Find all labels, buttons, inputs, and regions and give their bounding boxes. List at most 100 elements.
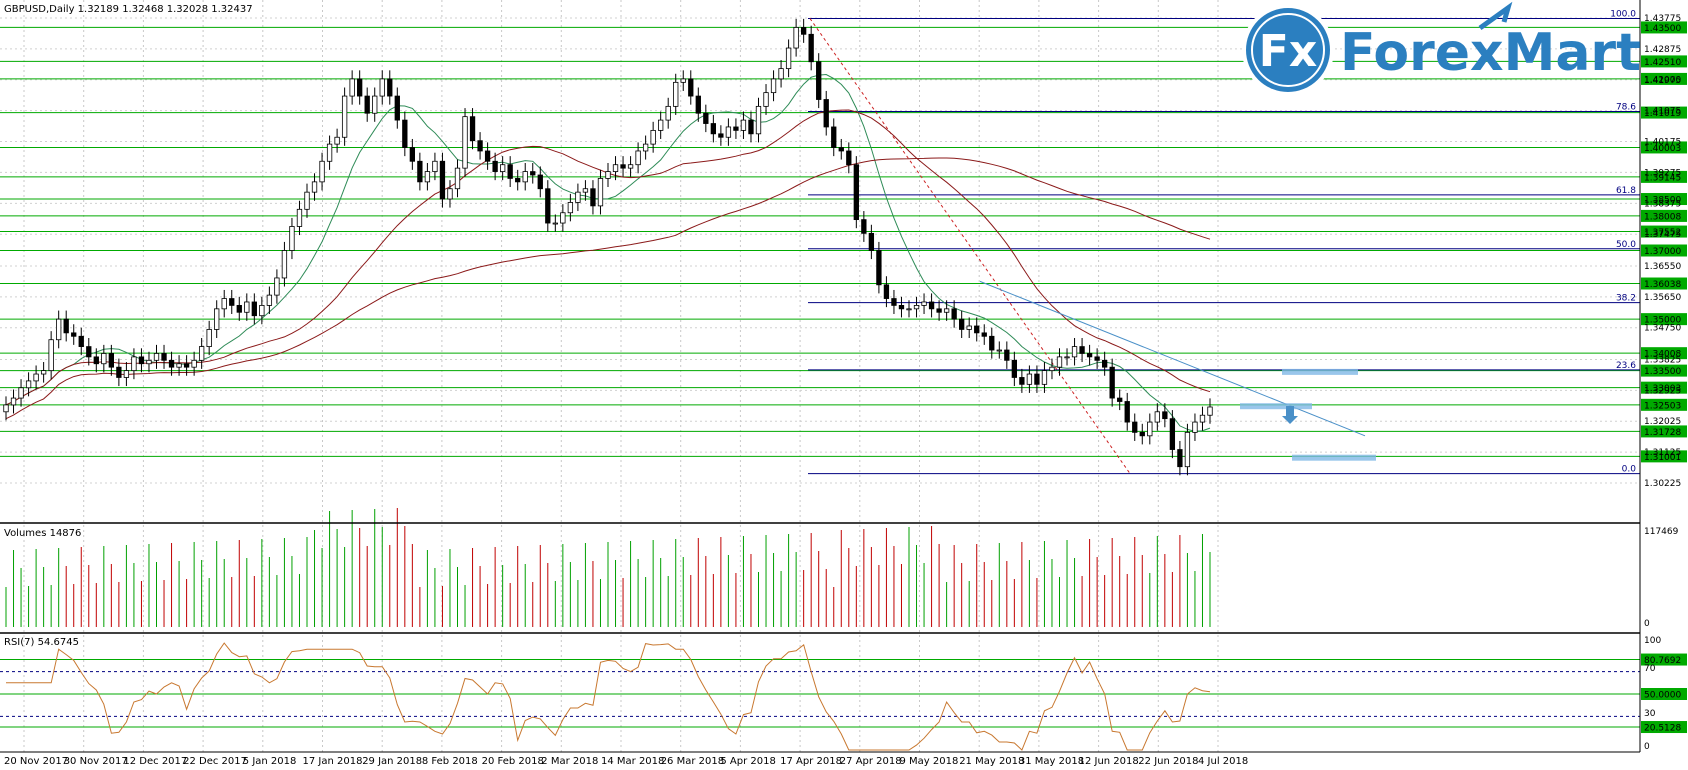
candle-body <box>989 335 995 351</box>
candle-body <box>996 349 1002 352</box>
logo-arrow-icon <box>1478 1 1513 31</box>
candle-body <box>1101 359 1108 368</box>
candle-body <box>597 178 604 207</box>
fibo-label: 78.6 <box>1616 103 1636 113</box>
candle-body <box>63 318 69 334</box>
date-tick-label: 27 Apr 2018 <box>840 756 902 767</box>
candle-body <box>943 308 950 313</box>
candle-body <box>372 95 378 114</box>
date-tick-label: 8 Feb 2018 <box>422 756 478 767</box>
candle-body <box>402 119 408 148</box>
candle-body <box>1011 359 1018 378</box>
candle-body <box>635 150 641 166</box>
candle-body <box>191 359 197 368</box>
candle-body <box>1139 431 1145 437</box>
date-tick-label: 20 Feb 2018 <box>482 756 544 767</box>
candle-body <box>1064 356 1070 359</box>
date-tick-label: 22 Dec 2017 <box>183 756 247 767</box>
candle-body <box>296 208 303 227</box>
candle-body <box>1049 366 1055 372</box>
candle-body <box>966 325 972 330</box>
level-label: 1.42510 <box>1644 58 1681 68</box>
candle-body <box>499 164 506 172</box>
logo-ring-icon <box>1251 13 1325 87</box>
price-tick-label: 1.30225 <box>1644 479 1681 489</box>
candle-body <box>740 119 747 131</box>
candle-body <box>146 359 152 365</box>
candle-body <box>138 356 145 365</box>
rsi-level-label: 20.5128 <box>1644 724 1681 734</box>
candle-body <box>432 160 438 172</box>
price-tick-label: 1.36550 <box>1644 262 1681 272</box>
candle-body <box>214 308 220 330</box>
rsi-scale-0: 0 <box>1644 742 1650 752</box>
level-label: 1.34008 <box>1644 350 1681 360</box>
symbol-header: GBPUSD,Daily 1.32189 1.32468 1.32028 1.3… <box>4 4 253 15</box>
candle-body <box>1094 356 1100 361</box>
fibo-label: 100.0 <box>1610 10 1636 20</box>
level-label-bg <box>1641 347 1687 360</box>
candle-body <box>658 119 664 131</box>
logo-text: ForexMart <box>1340 23 1641 83</box>
candle-body <box>808 33 814 63</box>
candle-body <box>1177 449 1183 468</box>
level-label-bg <box>1641 72 1687 85</box>
candle-body <box>183 363 190 368</box>
candle-body <box>545 188 551 224</box>
level-label-bg <box>1641 225 1687 238</box>
candle-body <box>650 129 656 145</box>
candle-body <box>748 119 754 135</box>
sma-fast-line <box>5 73 1211 432</box>
candle-body <box>537 174 543 190</box>
date-tick-label: 9 May 2018 <box>900 756 959 767</box>
candle-body <box>1019 377 1025 385</box>
candle-body <box>1056 356 1063 368</box>
candle-body <box>447 188 453 200</box>
candle-body <box>755 105 762 135</box>
candle-body <box>981 332 987 337</box>
candle-body <box>10 397 17 406</box>
candle-body <box>251 301 257 317</box>
candle-body <box>846 150 852 166</box>
candle-body <box>387 78 393 97</box>
rsi-level-label-bg <box>1641 688 1687 700</box>
price-tick-label: 1.43775 <box>1644 14 1681 24</box>
candle-body <box>1162 411 1168 420</box>
level-label-bg <box>1641 313 1687 326</box>
date-tick-label: 22 Jun 2018 <box>1138 756 1198 767</box>
candle-body <box>1086 353 1093 358</box>
candle-body <box>770 78 777 94</box>
level-label: 1.38008 <box>1644 212 1681 222</box>
sma-slow-line <box>5 157 1211 420</box>
candle-body <box>33 373 39 382</box>
volume-bars <box>5 508 1211 627</box>
level-label: 1.33003 <box>1644 384 1681 394</box>
price-tick-label: 1.41975 <box>1644 76 1681 86</box>
candle-body <box>612 164 619 172</box>
candle-body <box>718 133 724 138</box>
price-tick-label: 1.32025 <box>1644 417 1681 427</box>
price-tick-label: 1.39275 <box>1644 168 1681 178</box>
candle-body <box>326 143 333 162</box>
rsi-level-label: 50.0000 <box>1644 691 1681 701</box>
candle-body <box>341 95 348 138</box>
candle-body <box>409 147 416 162</box>
candle-body <box>1169 418 1176 450</box>
candle-body <box>974 325 980 334</box>
candle-body <box>78 335 84 347</box>
level-label-bg <box>1641 209 1687 222</box>
price-tick-label: 1.38375 <box>1644 199 1681 209</box>
candle-body <box>469 116 476 142</box>
candle-body <box>507 164 513 179</box>
level-label-bg <box>1641 21 1687 34</box>
level-label-bg <box>1641 170 1687 183</box>
candle-body <box>928 301 935 310</box>
candle-body <box>763 92 769 107</box>
price-tick-label: 1.33825 <box>1644 355 1681 365</box>
fibo-label: 50.0 <box>1616 240 1636 250</box>
price-scale: 1.43775 1.42875 1.41975 1.41075 1.40175 1.392… <box>1644 14 1681 489</box>
date-tick-label: 4 Jul 2018 <box>1198 756 1248 767</box>
candle-body <box>484 150 491 162</box>
date-tick-label: 30 Nov 2017 <box>64 756 128 767</box>
highlight-box-mid <box>1240 403 1312 410</box>
